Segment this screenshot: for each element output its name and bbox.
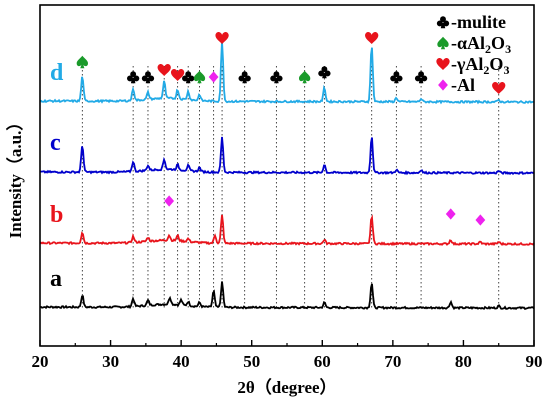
x-axis-ticks: 20 30 40 50 60 70 80 90 (32, 340, 543, 371)
heart-marker-3 (157, 64, 171, 76)
diamond-marker-19 (475, 214, 486, 226)
legend-spade-icon (437, 36, 449, 50)
diamond-marker-18 (445, 208, 456, 220)
curve-label-a: a (50, 266, 62, 292)
x-axis-title: 2θ（degree） (237, 377, 336, 397)
club-marker-12 (318, 66, 331, 79)
spade-marker-6 (193, 70, 206, 84)
curve-labels: a b c d (50, 60, 64, 292)
spade-marker-0 (76, 55, 89, 69)
curve-label-b: b (50, 202, 63, 228)
curve-a (39, 281, 535, 311)
legend-label-0: -mulite (451, 12, 506, 32)
x-tick-label-80: 80 (455, 352, 472, 371)
reference-dashed-lines (81, 66, 500, 308)
x-tick-label-20: 20 (32, 352, 49, 371)
curve-label-c: c (50, 130, 61, 156)
heart-marker-8 (215, 32, 229, 44)
club-marker-2 (141, 71, 155, 84)
legend-diamond-icon (438, 79, 448, 91)
legend-heart-icon (436, 58, 450, 70)
legend-club-icon (436, 16, 450, 29)
x-tick-label-40: 40 (173, 352, 190, 371)
curve-c (39, 136, 535, 176)
x-tick-label-30: 30 (102, 352, 119, 371)
diffraction-curves (39, 41, 535, 311)
x-tick-label-90: 90 (526, 352, 543, 371)
curve-b (39, 214, 535, 247)
diamond-marker-17 (164, 195, 175, 207)
x-tick-label-60: 60 (314, 352, 331, 371)
heart-marker-13 (365, 32, 379, 44)
club-marker-10 (270, 71, 283, 84)
legend: -mulite-αAl2O3-γAl2O3-Al (436, 12, 511, 95)
y-axis-title: Intensity（a.u.） (5, 114, 25, 239)
curve-label-d: d (50, 60, 64, 86)
x-tick-label-70: 70 (384, 352, 401, 371)
club-marker-14 (390, 71, 403, 84)
heart-marker-16 (492, 82, 506, 94)
curve-d (39, 41, 535, 105)
club-marker-9 (238, 71, 251, 84)
club-marker-1 (126, 71, 140, 84)
legend-label-3: -Al (451, 75, 475, 95)
diamond-marker-7 (208, 71, 219, 83)
legend-label-2: -γAl2O3 (451, 54, 509, 77)
club-marker-15 (414, 71, 428, 84)
spade-marker-11 (298, 70, 311, 84)
x-tick-label-50: 50 (243, 352, 260, 371)
legend-label-1: -αAl2O3 (451, 33, 511, 56)
